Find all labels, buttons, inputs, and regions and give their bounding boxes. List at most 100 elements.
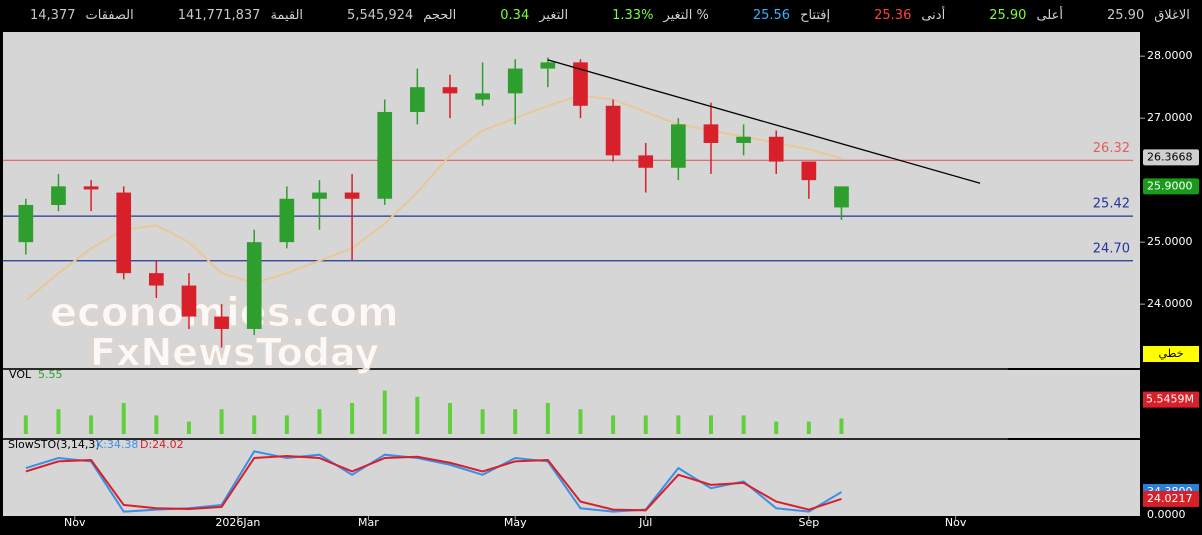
candle-body [377,111,393,199]
volume-tag [1143,391,1199,408]
stat: القيمة 141,771,837 [178,8,303,23]
y-tick-label: 24.0000 [1147,297,1193,310]
volume-bar [513,409,518,434]
stat: الاغلاق 25.90 [1107,8,1190,23]
stat-text: 5,545,924 [347,7,414,23]
volume-bar [643,415,648,434]
volume-panel [3,370,1140,438]
candle-body [834,186,849,208]
volume-label: VOL [9,368,32,381]
sto-panel [3,440,1140,516]
volume-bar [89,415,94,434]
candle-body [148,273,164,286]
sto-tag [1143,507,1199,523]
candle-body [410,87,425,112]
volume-bar [23,415,28,434]
x-tick-label: May [504,516,527,529]
x-tick-label: Sep [798,516,819,529]
candle-body [344,192,360,199]
candle-body [51,186,66,205]
x-tick-label: 2026Jan [215,516,260,529]
stat: أعلى 25.90 [989,8,1063,23]
stat: إفتتاح 25.56 [753,8,830,23]
stat-text: 1.33% [612,7,654,23]
candle-body [181,285,197,317]
stat-text: الحجم [423,7,457,23]
volume-tag-label: 5.5459M [1146,393,1194,406]
x-tick-label: Nov [945,516,967,529]
x-tick-label: Mar [358,516,379,529]
candle-body [116,192,132,274]
watermark: FxNewsToday [90,331,379,375]
volume-bar [578,409,583,434]
volume-bar [741,415,746,434]
stat-text: أعلى [1036,7,1063,23]
candle-body [671,124,686,168]
stat: الصفقات 14,377 [30,8,134,23]
sto-d [25,455,842,512]
volume-bar [284,415,289,434]
volume-bar [447,403,452,434]
candle-body [18,204,34,243]
volume-bar [415,396,420,434]
candle-body [83,186,99,190]
candle-body [736,136,751,143]
candle-body [475,93,490,100]
candle-body [442,87,458,94]
candle-body [573,62,588,106]
stat-text: 0.34 [500,7,530,23]
volume-bar [480,409,485,434]
sto-d-label: D:24.02 [140,438,184,451]
candle-body [507,68,523,94]
volume-bar [676,415,681,434]
stat-text: 141,771,837 [177,7,261,23]
y-tick-label: 28.0000 [1147,49,1193,62]
sto-tag [1143,490,1199,507]
level-label: 25.42 [1093,197,1130,212]
stat-text: 25.90 [1107,7,1145,23]
trendline [547,59,981,184]
candle-body [703,124,719,143]
stat-text: 25.90 [989,7,1027,23]
level-label: 24.70 [1093,241,1130,256]
candle-body [312,192,327,199]
candle-body [605,105,621,156]
stat-text: التغير % [663,7,709,23]
candle-body [246,242,262,329]
sto-tag-label: 24.0217 [1147,492,1193,505]
stat-text: الصفقات [85,7,134,23]
volume-bar [317,409,322,434]
volume-bar [121,403,126,434]
stat-text: 25.36 [874,7,912,23]
volume-bar [252,415,257,434]
candle-body [279,198,295,243]
volume-bar [806,421,811,434]
price-tag-label: 26.3668 [1147,150,1193,163]
stat-text: 14,377 [30,7,76,23]
candle-body [540,62,556,69]
candle-body [214,316,229,329]
volume-bar [382,390,387,434]
stat-text: 25.56 [752,7,791,23]
volume-bar [774,421,779,434]
scale-tag [1143,346,1199,362]
stat: الحجم 5,545,924 [347,8,456,23]
volume-bar [219,409,224,434]
volume-bar [56,409,61,434]
stat-text: الاغلاق [1154,7,1190,23]
candle-body [638,155,654,168]
sto-k-label: K:34.38 [96,438,138,451]
price-tag [1143,149,1199,166]
volume-last: 5.55 [38,368,63,381]
stat-text: القيمة [270,7,304,23]
volume-bar [839,418,844,434]
volume-bar [186,421,191,434]
watermark: economies.com [50,290,399,336]
price-tag-label: 25.9000 [1147,179,1193,192]
volume-bar [545,403,550,434]
scale-label: خطي [1159,347,1184,360]
sto-k [25,450,842,513]
stat: التغير 0.34 [500,8,568,23]
volume-bar [350,403,355,434]
x-tick-label: Nov [64,516,86,529]
